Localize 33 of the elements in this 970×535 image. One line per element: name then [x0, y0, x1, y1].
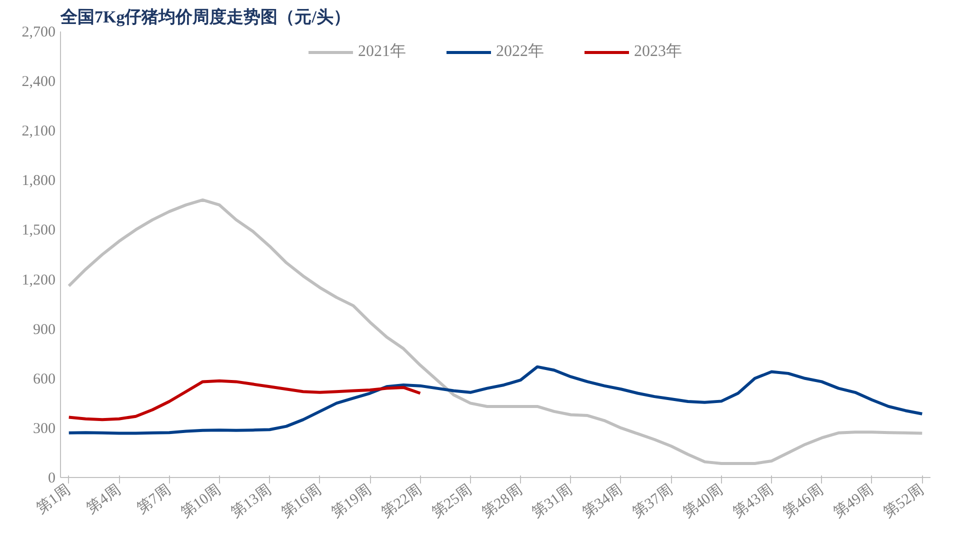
legend-label: 2021年 [358, 42, 406, 62]
x-tick-label: 第22周 [378, 481, 425, 522]
line-series [67, 365, 924, 435]
x-tick-label: 第40周 [680, 481, 726, 522]
x-tick-label: 第7周 [134, 481, 174, 518]
y-tick-label: 1,200 [22, 272, 56, 288]
x-tick-label: 第4周 [83, 481, 124, 518]
x-tick-label: 第16周 [278, 481, 325, 522]
x-tick-label: 第10周 [178, 481, 224, 522]
y-tick-label: 2,700 [22, 24, 56, 40]
line-series [67, 379, 422, 422]
x-tick-label: 第28周 [478, 481, 526, 522]
line-series [67, 198, 924, 465]
x-tick-label: 第43周 [730, 481, 776, 522]
x-tick-label: 第31周 [529, 481, 576, 522]
x-tick-label: 第46周 [780, 481, 826, 522]
y-tick-label: 1,500 [22, 222, 56, 239]
legend-label: 2023年 [634, 42, 682, 62]
x-tick-label: 第13周 [228, 481, 274, 522]
legend-label: 2022年 [496, 42, 544, 62]
x-tick-label: 第25周 [428, 481, 476, 522]
x-tick-label: 第52周 [880, 481, 927, 522]
x-tick-label: 第37周 [629, 481, 676, 522]
y-tick-label: 300 [33, 420, 56, 437]
y-tick-label: 2,400 [22, 74, 56, 90]
y-tick-label: 900 [33, 322, 56, 338]
x-tick-label: 第34周 [579, 481, 626, 522]
y-tick-label: 600 [33, 371, 56, 388]
chart-title: 全国7Kg仔猪均价周度走势图（元/头） [60, 8, 350, 26]
y-tick-label: 2,100 [22, 124, 56, 140]
x-tick-label: 第49周 [830, 481, 877, 522]
x-tick-label: 第19周 [328, 481, 375, 522]
y-tick-label: 1,800 [22, 173, 56, 190]
